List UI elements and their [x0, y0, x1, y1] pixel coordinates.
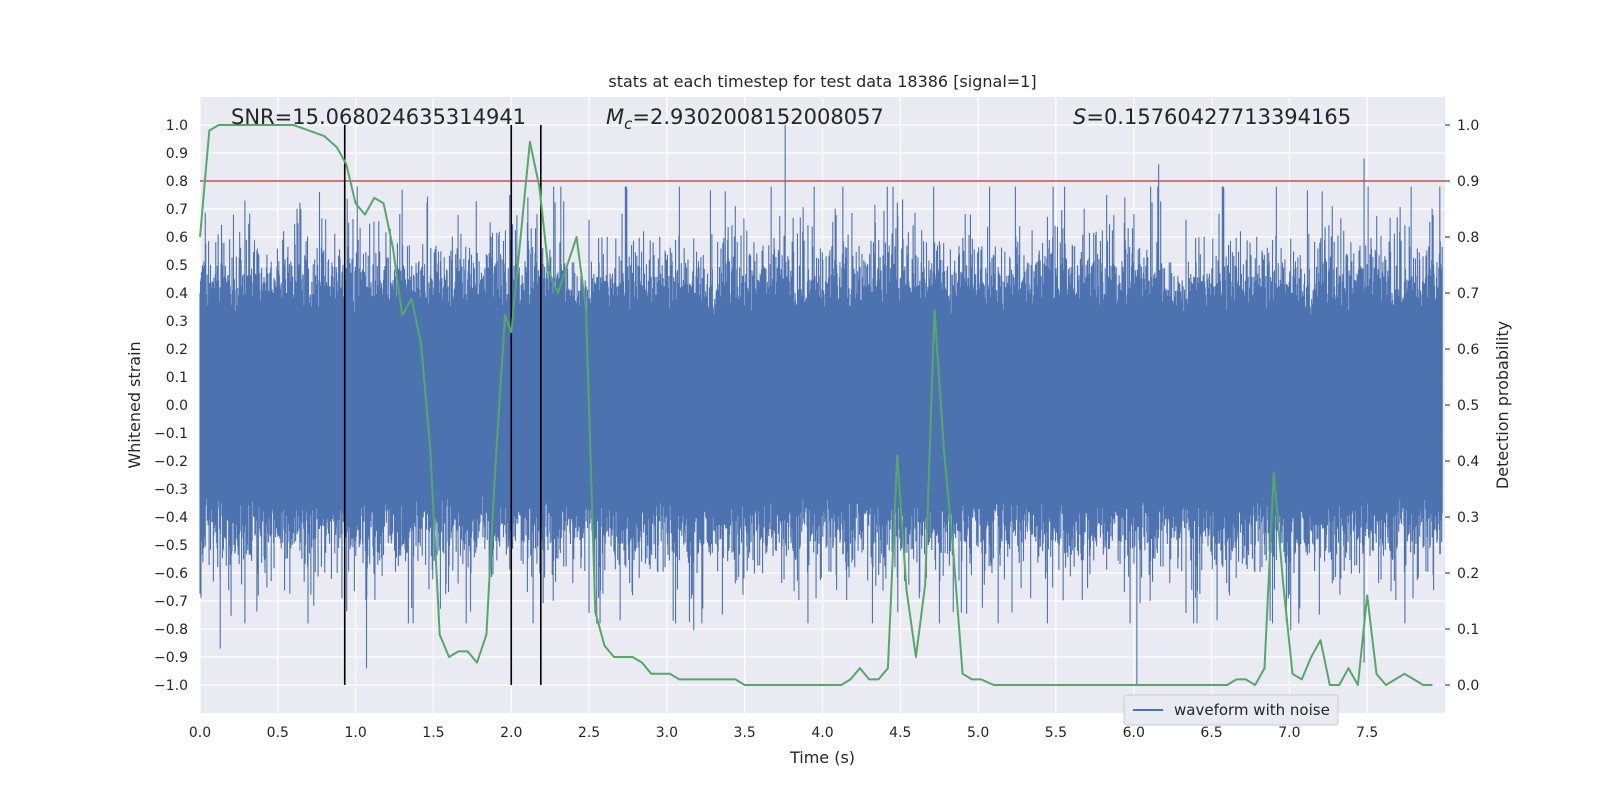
x-tick-label: 5.0 [967, 725, 989, 741]
y-left-tick-label: 0.9 [166, 146, 188, 162]
snr-annotation: SNR=15.068024635314941 [231, 105, 526, 129]
x-tick-label: 3.5 [734, 725, 756, 741]
x-tick-label: 4.5 [889, 725, 911, 741]
legend-box [1123, 694, 1339, 726]
y-left-tick-label: 0.0 [166, 398, 188, 414]
y-right-axis-label: Detection probability [1493, 321, 1512, 489]
y-left-tick-label: −0.7 [154, 594, 188, 610]
y-right-tick-label: 0.8 [1457, 230, 1479, 246]
y-left-tick-label: −1.0 [154, 678, 188, 694]
y-left-tick-label: −0.3 [154, 482, 188, 498]
x-tick-label: 2.0 [500, 725, 522, 741]
x-tick-label: 1.0 [344, 725, 366, 741]
y-right-tick-label: 0.0 [1457, 678, 1479, 694]
s-annotation: S=0.15760427713394165 [1073, 105, 1351, 129]
x-tick-label: 6.0 [1123, 725, 1145, 741]
s-symbol: S [1073, 105, 1086, 129]
waveform-line [199, 125, 1443, 685]
vertical-markers [343, 125, 542, 685]
y-left-tick-label: 0.2 [166, 342, 188, 358]
y-left-tick-label: −0.5 [154, 538, 188, 554]
y-right-tick-label: 0.6 [1457, 342, 1479, 358]
y-left-tick-label: −0.6 [154, 566, 188, 582]
x-tick-label: 0.5 [267, 725, 289, 741]
y-right-tick-label: 0.9 [1457, 174, 1479, 190]
y-left-tick-label: 0.3 [166, 314, 188, 330]
x-tick-label: 6.5 [1200, 725, 1222, 741]
y-left-tick-label: 0.6 [166, 230, 188, 246]
x-tick-label: 4.0 [811, 725, 833, 741]
mc-subscript: c [624, 115, 633, 133]
x-tick-label: 5.5 [1045, 725, 1067, 741]
y-right-tick-label: 1.0 [1457, 118, 1479, 134]
legend-label-waveform: waveform with noise [1174, 701, 1330, 719]
y-left-tick-label: 0.5 [166, 258, 188, 274]
y-right-tick-label: 0.2 [1457, 566, 1479, 582]
snr-value: 15.068024635314941 [292, 105, 526, 129]
mc-symbol: M [606, 105, 624, 129]
y-left-tick-label: 1.0 [166, 118, 188, 134]
y-left-tick-label: −0.9 [154, 650, 188, 666]
chart-title: stats at each timestep for test data 183… [608, 72, 1036, 91]
x-tick-label: 7.5 [1356, 725, 1378, 741]
x-tick-label: 0.0 [189, 725, 211, 741]
x-tick-label: 3.0 [656, 725, 678, 741]
y-left-tick-label: 0.4 [166, 286, 188, 302]
probability-line [199, 124, 1433, 686]
y-right-tick-label: 0.7 [1457, 286, 1479, 302]
snr-prefix: SNR= [231, 105, 292, 129]
mc-annotation: Mc=2.9302008152008057 [606, 105, 884, 133]
x-tick-label: 7.0 [1278, 725, 1300, 741]
legend: waveform with noise [1123, 694, 1339, 726]
waveform-series [199, 125, 1443, 685]
y-left-axis-ticks: 1.0 0.9 0.8 0.7 0.6 0.5 0.4 0.3 0.2 0.1 0.0 −0.1 −0.… [154, 118, 188, 694]
x-tick-label: 1.5 [422, 725, 444, 741]
x-axis-label: Time (s) [789, 748, 855, 767]
y-left-tick-label: −0.8 [154, 622, 188, 638]
y-right-tick-label: 0.1 [1457, 622, 1479, 638]
y-left-tick-label: 0.8 [166, 174, 188, 190]
y-left-tick-label: 0.1 [166, 370, 188, 386]
y-right-tick-label: 0.5 [1457, 398, 1479, 414]
mc-value: =2.9302008152008057 [632, 105, 883, 129]
y-right-tick-label: 0.3 [1457, 510, 1479, 526]
y-left-tick-label: −0.2 [154, 454, 188, 470]
s-value: =0.15760427713394165 [1086, 105, 1351, 129]
x-axis-ticks: 0.0 0.5 1.0 1.5 2.0 2.5 3.0 3.5 4.0 4.5 5.0 5.5 6.0 6… [189, 725, 1378, 741]
y-left-axis-label: Whitened strain [125, 341, 144, 468]
x-tick-label: 2.5 [578, 725, 600, 741]
y-left-tick-label: −0.4 [154, 510, 188, 526]
y-left-tick-label: −0.1 [154, 426, 188, 442]
probability-series [199, 124, 1433, 686]
y-right-tick-label: 0.4 [1457, 454, 1479, 470]
y-left-tick-label: 0.7 [166, 202, 188, 218]
y-right-axis-ticks: 1.0 0.9 0.8 0.7 0.6 0.5 0.4 0.3 0.2 0.1 0.0 [1445, 118, 1479, 694]
